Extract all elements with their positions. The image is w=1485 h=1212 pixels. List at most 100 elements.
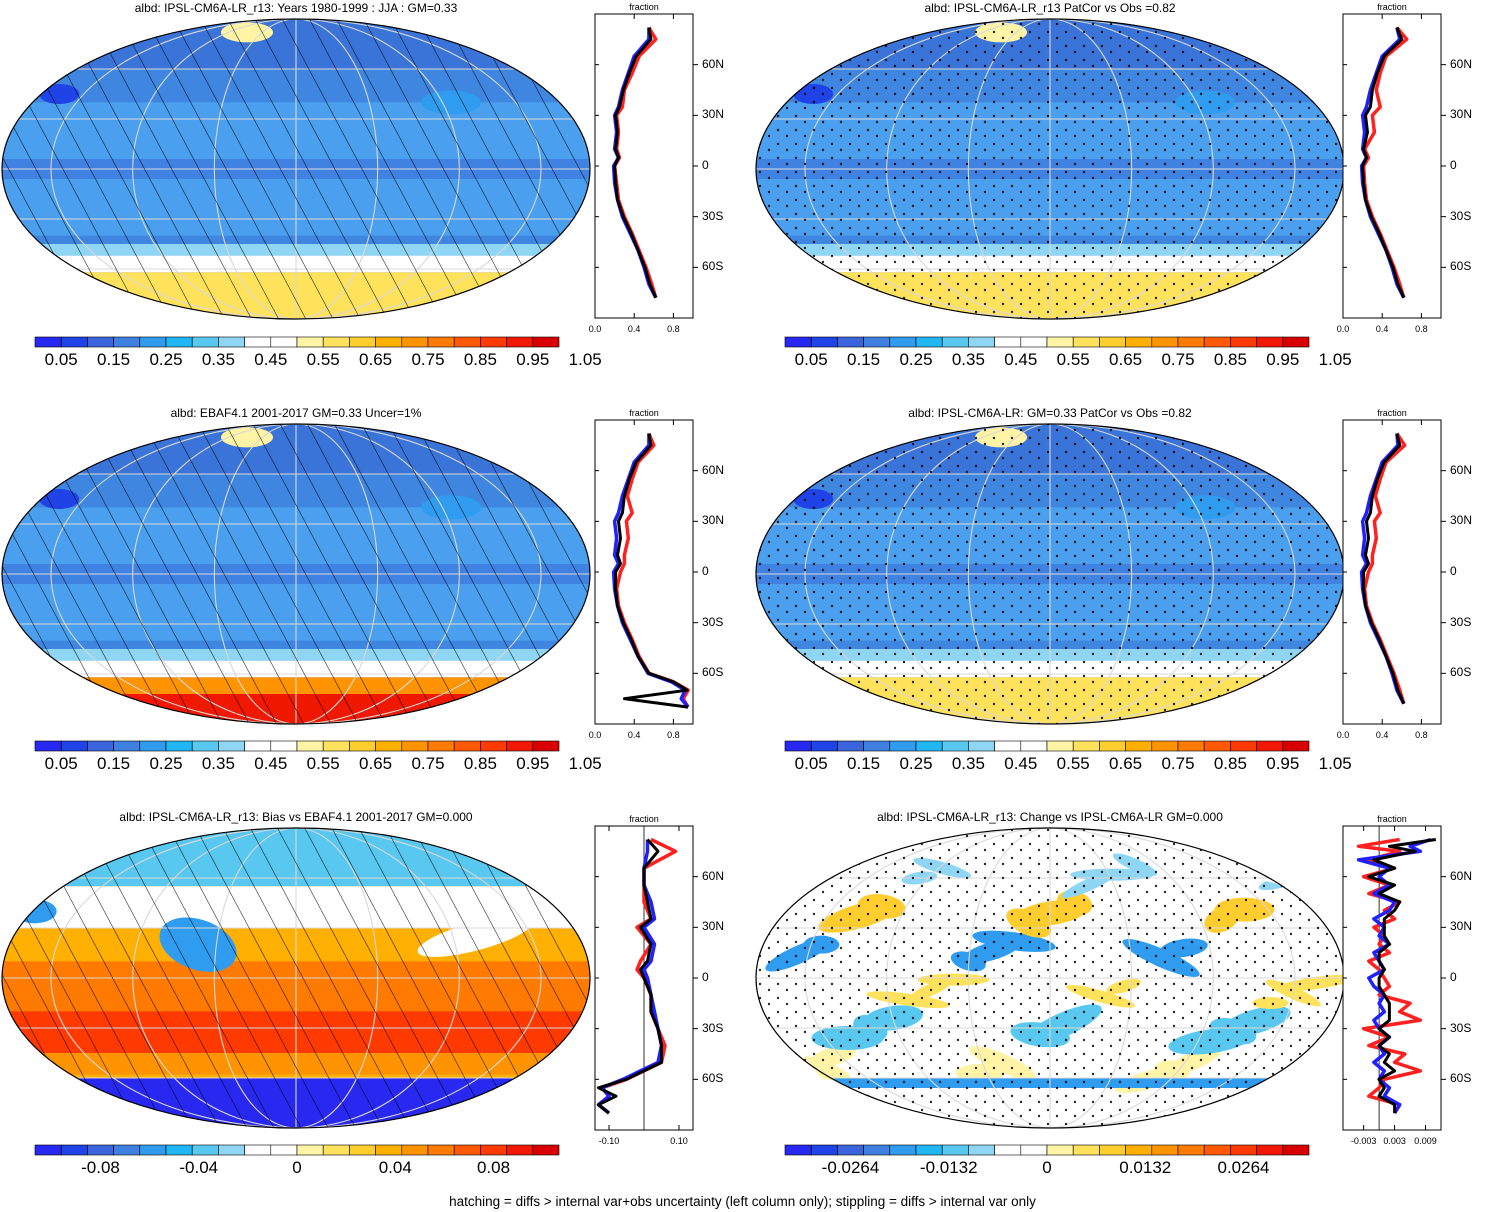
colorbar-swatch	[296, 336, 324, 348]
colorbar-label: 0.95	[1266, 350, 1300, 369]
colorbar-label: 0.15	[847, 754, 881, 773]
map-panel-5	[1, 827, 591, 1129]
zonal-lat-label: 0	[702, 564, 709, 578]
colorbar-swatch	[1282, 740, 1310, 752]
zonal-lat-label: 0	[702, 158, 709, 172]
colorbar-swatch	[34, 1144, 62, 1156]
colorbar-swatch	[889, 740, 917, 752]
zonal-lat-label: 30N	[702, 513, 725, 528]
colorbar-swatch	[941, 740, 969, 752]
zonal-series-mean	[613, 27, 658, 299]
panel-title-3: albd: EBAF4.1 2001-2017 GM=0.33 Uncer=1%	[170, 406, 422, 420]
zonal-mean-plot-6	[1342, 825, 1446, 1131]
colorbar-swatch	[1151, 740, 1179, 752]
colorbar-swatch	[349, 1144, 376, 1156]
colorbar-swatch	[34, 740, 62, 752]
colorbar-label: 0.15	[97, 754, 131, 773]
panel-title-6: albd: IPSL-CM6A-LR_r13: Change vs IPSL-C…	[877, 810, 1223, 824]
panel-title-5: albd: IPSL-CM6A-LR_r13: Bias vs EBAF4.1 …	[119, 810, 473, 824]
zonal-x-tick: 0.0	[1336, 730, 1350, 740]
colorbar-label: 0.35	[951, 350, 985, 369]
zonal-x-tick: 0.8	[1415, 324, 1428, 334]
colorbar-swatch	[1256, 1144, 1284, 1156]
colorbar-swatch	[60, 1144, 88, 1156]
colorbar-label: 0.65	[359, 754, 393, 773]
zonal-lat-label: 60N	[702, 462, 725, 477]
zonal-lat-label: 30S	[702, 208, 724, 223]
colorbar-label: 0.35	[201, 754, 235, 773]
colorbar-swatch	[1230, 336, 1257, 348]
zonal-lat-label: 60N	[1450, 462, 1473, 477]
zonal-x-tick: 0.0	[588, 324, 602, 334]
colorbar-swatch	[139, 1144, 167, 1156]
zonal-lat-label: 60S	[702, 1071, 724, 1086]
colorbar-swatch	[968, 1144, 995, 1156]
colorbar-label: 0.45	[1004, 754, 1038, 773]
footer-note: hatching = diffs > internal var+obs unce…	[449, 1194, 1036, 1209]
colorbar-label: 0.45	[254, 350, 288, 369]
colorbar-swatch	[244, 336, 272, 348]
colorbar-swatch	[1072, 1144, 1100, 1156]
colorbar-swatch	[994, 336, 1022, 348]
colorbar-swatch	[1230, 1144, 1257, 1156]
colorbar-swatch	[375, 740, 403, 752]
colorbar-swatch	[218, 336, 245, 348]
colorbar-swatch	[810, 1144, 838, 1156]
zonal-x-tick: 0.009	[1414, 1136, 1437, 1146]
colorbar-swatch	[863, 1144, 891, 1156]
colorbar-swatch	[994, 740, 1022, 752]
zonal-x-tick: -0.003	[1350, 1136, 1377, 1146]
colorbar-swatch	[784, 740, 812, 752]
colorbar-swatch	[480, 336, 507, 348]
colorbar-label: 0.75	[1161, 754, 1195, 773]
colorbar-swatch	[1256, 336, 1284, 348]
zonal-x-tick: 0.8	[1415, 730, 1428, 740]
zonal-series-mean	[1367, 838, 1437, 1114]
colorbar-label: -0.08	[81, 1158, 120, 1177]
colorbar-swatch	[784, 1144, 812, 1156]
colorbar-swatch	[837, 336, 864, 348]
colorbar-swatch	[863, 336, 891, 348]
zonal-x-tick: 0.0	[1336, 324, 1350, 334]
colorbar-label: 1.05	[568, 350, 602, 369]
colorbar-swatch	[139, 740, 167, 752]
colorbar-label: 0.25	[149, 754, 183, 773]
zonal-lat-label: 60S	[1450, 259, 1472, 274]
colorbar-swatch	[532, 336, 560, 348]
colorbar-swatch	[401, 336, 429, 348]
colorbar-swatch	[784, 336, 812, 348]
colorbar-swatch	[480, 1144, 507, 1156]
colorbar-swatch	[1072, 336, 1100, 348]
zonal-lat-label: 60N	[1450, 56, 1473, 71]
colorbar-swatch	[375, 336, 403, 348]
zonal-header: fraction	[1377, 408, 1407, 418]
colorbar-swatch	[270, 336, 298, 348]
zonal-lat-label: 30S	[702, 1020, 724, 1035]
zonal-header: fraction	[629, 814, 659, 824]
colorbar-label: 0.45	[254, 754, 288, 773]
map-panel-1	[1, 18, 591, 320]
colorbar-label: 0.85	[1213, 754, 1247, 773]
colorbar-label: 0.75	[1161, 350, 1195, 369]
colorbar-swatch	[941, 336, 969, 348]
colorbar-swatch	[1046, 336, 1074, 348]
colorbar-swatch	[1046, 1144, 1074, 1156]
colorbar-swatch	[244, 1144, 272, 1156]
colorbar-swatch	[165, 740, 193, 752]
colorbar-swatch	[1203, 740, 1231, 752]
colorbar-label: 0.35	[201, 350, 235, 369]
colorbar-swatch	[1282, 336, 1310, 348]
zonal-lat-label: 60S	[702, 665, 724, 680]
colorbar-swatch	[1099, 1144, 1126, 1156]
colorbar-label: 0.55	[1056, 350, 1090, 369]
zonal-lat-label: 0	[702, 970, 709, 984]
colorbar-label: 0.0132	[1119, 1158, 1172, 1177]
colorbar-swatch	[532, 740, 560, 752]
colorbar-swatch	[1177, 740, 1205, 752]
colorbar-swatch	[427, 336, 455, 348]
colorbar-6	[784, 1144, 1310, 1156]
colorbar-swatch	[113, 336, 141, 348]
map-panel-6	[755, 827, 1358, 1129]
colorbar-swatch	[889, 336, 917, 348]
